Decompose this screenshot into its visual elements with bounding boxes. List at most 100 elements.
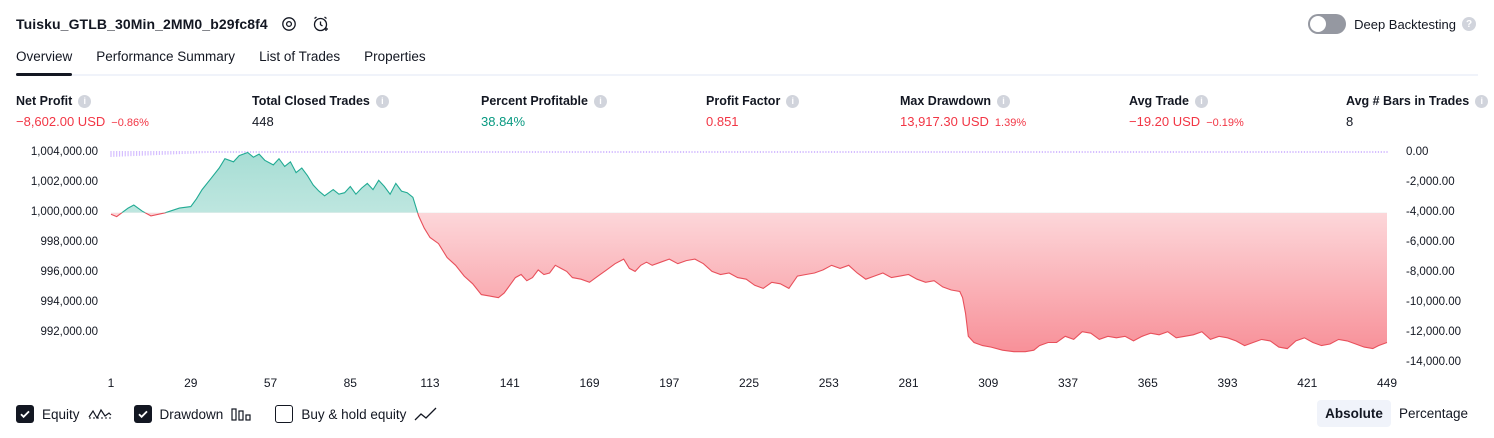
info-icon[interactable]: i xyxy=(1194,94,1208,108)
drawdown-bar xyxy=(190,151,192,154)
drawdown-bar xyxy=(811,151,813,153)
drawdown-bar xyxy=(1232,151,1234,153)
equity-chart[interactable]: 1,004,000.00 1,002,000.00 1,000,000.00 998,… xyxy=(0,140,1494,394)
deep-backtesting-toggle[interactable] xyxy=(1308,14,1347,34)
drawdown-bar xyxy=(1340,151,1343,153)
drawdown-bar xyxy=(1036,151,1038,153)
drawdown-bar xyxy=(1204,151,1206,153)
metric-value: 448 xyxy=(252,114,274,129)
drawdown-bar xyxy=(124,151,126,157)
drawdown-bar xyxy=(688,151,690,153)
drawdown-bar xyxy=(617,151,619,153)
legend-label: Buy & hold equity xyxy=(301,406,407,422)
drawdown-bar xyxy=(845,151,847,153)
drawdown-bar xyxy=(472,151,474,153)
drawdown-bar xyxy=(1144,151,1146,153)
legend-drawdown[interactable]: Drawdown xyxy=(133,405,254,423)
mode-percentage-button[interactable]: Percentage xyxy=(1398,406,1468,421)
metric-label: Avg # Bars in Trades xyxy=(1346,94,1470,108)
drawdown-bar xyxy=(361,151,363,153)
drawdown-bar xyxy=(651,151,653,153)
drawdown-bar xyxy=(768,151,770,153)
drawdown-bar xyxy=(611,151,613,153)
drawdown-bar xyxy=(970,151,972,153)
left-axis: 1,004,000.00 1,002,000.00 1,000,000.00 998,… xyxy=(31,146,98,338)
legend-buy-hold[interactable]: Buy & hold equity xyxy=(275,405,438,423)
tab-overview[interactable]: Overview xyxy=(16,46,73,76)
drawdown-bar xyxy=(1118,151,1120,153)
drawdown-bar xyxy=(210,151,212,153)
drawdown-bar xyxy=(1018,151,1021,153)
drawdown-bar xyxy=(1178,151,1180,153)
info-icon[interactable]: i xyxy=(78,94,92,108)
drawdown-bar xyxy=(990,151,992,153)
drawdown-bar xyxy=(192,151,195,154)
drawdown-bar xyxy=(284,151,286,153)
drawdown-bar xyxy=(1326,151,1328,153)
drawdown-bar xyxy=(346,151,349,153)
equity-loss-fill xyxy=(111,212,1387,352)
drawdown-bar xyxy=(722,151,724,153)
drawdown-bar xyxy=(702,151,705,153)
drawdown-bar xyxy=(1098,151,1100,153)
drawdown-bar xyxy=(557,151,559,153)
drawdown-bar xyxy=(1252,151,1254,153)
drawdown-bar xyxy=(267,151,269,153)
add-alert-icon[interactable] xyxy=(310,13,332,35)
drawdown-bar xyxy=(731,151,733,153)
tab-properties[interactable]: Properties xyxy=(364,49,426,64)
drawdown-bar xyxy=(400,151,403,153)
drawdown-bar xyxy=(474,151,477,153)
drawdown-bar xyxy=(1335,151,1337,153)
drawdown-bar xyxy=(392,151,394,153)
drawdown-bar xyxy=(1337,151,1340,153)
metric-label: Total Closed Trades xyxy=(252,94,370,108)
drawdown-bar xyxy=(383,151,386,153)
info-icon[interactable]: i xyxy=(997,94,1010,108)
checkbox-checked-icon[interactable] xyxy=(16,405,34,423)
drawdown-bar xyxy=(1104,151,1106,153)
drawdown-bar xyxy=(962,151,964,153)
drawdown-bar xyxy=(953,151,955,153)
drawdown-bar xyxy=(1209,151,1212,153)
legend-equity[interactable]: Equity xyxy=(16,405,112,423)
drawdown-bar xyxy=(1269,151,1271,153)
drawdown-bar xyxy=(907,151,910,153)
drawdown-bar xyxy=(919,151,921,153)
drawdown-bar xyxy=(452,151,454,153)
drawdown-bar xyxy=(341,151,343,153)
drawdown-bar xyxy=(930,151,932,153)
drawdown-bar xyxy=(1315,151,1317,153)
drawdown-bar xyxy=(363,151,366,153)
drawdown-bar xyxy=(463,151,465,153)
drawdown-bar xyxy=(1058,151,1061,153)
drawdown-bar xyxy=(520,151,522,153)
drawdown-bar xyxy=(737,151,739,153)
tab-performance-summary[interactable]: Performance Summary xyxy=(96,49,236,64)
info-icon[interactable]: i xyxy=(786,94,800,108)
drawdown-bar xyxy=(1175,151,1177,153)
metric-total-closed-trades: Total Closed Trades i 448 xyxy=(252,94,389,129)
help-icon[interactable]: ? xyxy=(1462,17,1476,31)
tab-list-of-trades[interactable]: List of Trades xyxy=(259,49,341,64)
mode-absolute-button[interactable]: Absolute xyxy=(1317,400,1391,427)
info-icon[interactable]: i xyxy=(375,94,389,108)
drawdown-bar xyxy=(1346,151,1348,153)
drawdown-bar xyxy=(956,151,958,153)
left-axis-tick: 992,000.00 xyxy=(40,326,98,338)
checkbox-unchecked-icon[interactable] xyxy=(275,405,294,423)
drawdown-bar xyxy=(269,151,272,153)
info-icon[interactable]: i xyxy=(593,94,607,108)
drawdown-bar xyxy=(1372,151,1374,153)
drawdown-bar xyxy=(255,151,257,153)
checkbox-checked-icon[interactable] xyxy=(133,405,152,423)
drawdown-bar xyxy=(529,151,531,153)
drawdown-bar xyxy=(728,151,730,153)
info-icon[interactable]: i xyxy=(1475,94,1489,108)
settings-icon[interactable] xyxy=(278,13,300,35)
drawdown-bar xyxy=(870,151,873,153)
right-axis-tick: -2,000.00 xyxy=(1406,176,1455,188)
drawdown-bar xyxy=(1366,151,1368,153)
drawdown-bar xyxy=(494,151,497,153)
drawdown-bar xyxy=(440,151,442,153)
